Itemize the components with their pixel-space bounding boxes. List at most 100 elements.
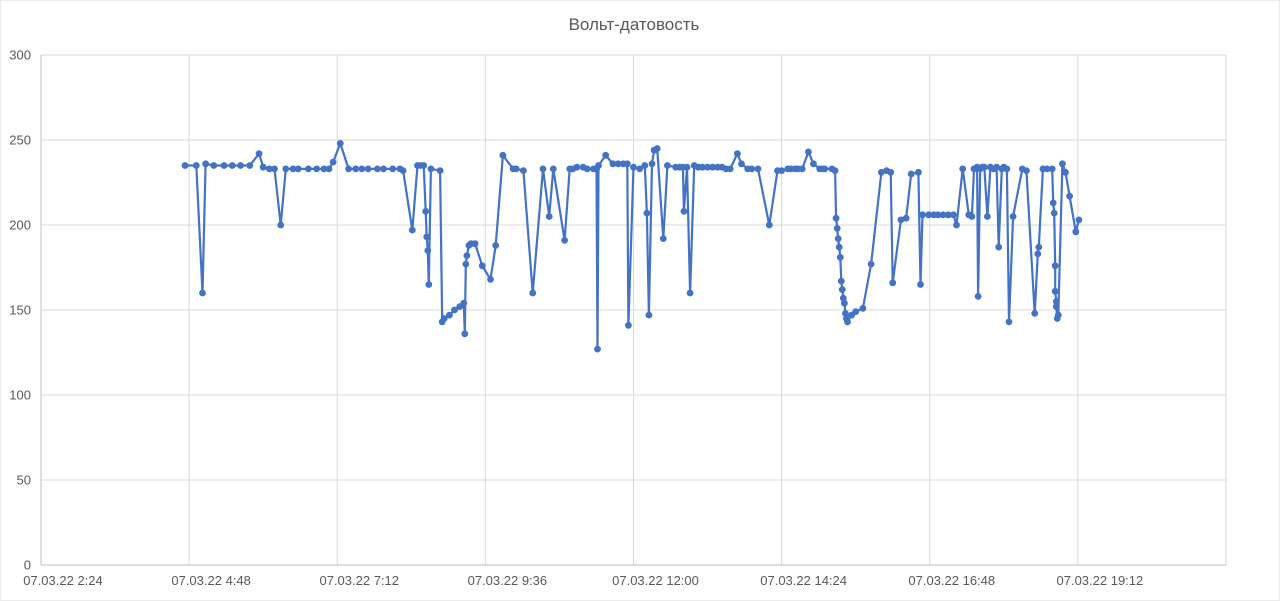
data-point-marker bbox=[266, 165, 273, 173]
data-point-marker bbox=[887, 168, 895, 176]
data-point-marker bbox=[636, 165, 644, 173]
data-point-marker bbox=[993, 163, 1000, 171]
y-axis-tick-labels: 0 50 100 150 200 250 300 bbox=[9, 48, 31, 573]
y-tick-label-250: 250 bbox=[9, 133, 31, 148]
data-point-marker bbox=[259, 163, 267, 171]
data-point-marker bbox=[699, 163, 706, 171]
data-point-marker bbox=[834, 235, 842, 243]
x-tick-label-5: 07.03.22 14:24 bbox=[760, 573, 847, 588]
data-point-marker bbox=[838, 286, 846, 293]
data-point-marker bbox=[561, 236, 568, 244]
data-point-marker bbox=[271, 165, 278, 173]
data-point-marker bbox=[917, 281, 924, 288]
data-point-marker bbox=[609, 160, 617, 168]
data-point-marker bbox=[1005, 318, 1013, 326]
data-point-marker bbox=[709, 163, 717, 171]
x-tick-label-3: 07.03.22 9:36 bbox=[468, 573, 548, 588]
data-point-marker bbox=[897, 216, 905, 224]
data-point-marker bbox=[313, 165, 321, 173]
data-point-marker bbox=[181, 162, 189, 169]
data-point-marker bbox=[220, 162, 228, 169]
x-tick-label-6: 07.03.22 16:48 bbox=[908, 573, 995, 588]
data-point-marker bbox=[836, 253, 844, 261]
data-point-marker bbox=[614, 160, 622, 168]
data-point-marker bbox=[545, 213, 553, 220]
data-point-marker bbox=[867, 260, 875, 268]
data-point-marker bbox=[944, 211, 952, 219]
data-point-marker bbox=[659, 235, 667, 243]
data-point-marker bbox=[974, 293, 982, 300]
data-point-marker bbox=[436, 167, 444, 175]
data-point-marker bbox=[1023, 167, 1030, 175]
data-point-marker bbox=[738, 160, 745, 168]
data-point-marker bbox=[844, 318, 851, 326]
data-point-marker bbox=[192, 162, 200, 169]
data-point-marker bbox=[573, 163, 581, 171]
data-point-marker bbox=[833, 225, 841, 232]
data-point-marker bbox=[602, 151, 610, 159]
data-point-marker bbox=[463, 252, 471, 259]
data-point-marker bbox=[919, 211, 926, 219]
data-point-marker bbox=[1003, 165, 1011, 173]
data-point-marker bbox=[529, 289, 537, 297]
data-point-marker bbox=[461, 330, 469, 338]
data-point-marker bbox=[889, 279, 897, 287]
data-point-marker bbox=[345, 165, 352, 173]
data-point-marker bbox=[726, 165, 734, 173]
data-point-marker bbox=[842, 310, 849, 317]
data-point-marker bbox=[1043, 165, 1051, 173]
data-point-marker bbox=[734, 150, 741, 158]
chart-title: Вольт-датовость bbox=[569, 15, 700, 34]
data-point-marker bbox=[487, 276, 494, 283]
data-point-marker bbox=[374, 165, 381, 173]
data-point-marker bbox=[630, 163, 637, 171]
data-point-marker bbox=[623, 160, 631, 168]
data-point-marker bbox=[595, 162, 602, 169]
data-point-marker bbox=[839, 294, 847, 302]
data-point-marker bbox=[1050, 209, 1058, 217]
y-tick-label-200: 200 bbox=[9, 218, 31, 233]
data-point-marker bbox=[329, 158, 337, 166]
data-point-marker bbox=[228, 162, 236, 169]
data-point-marker bbox=[246, 162, 254, 169]
data-point-marker bbox=[512, 165, 520, 173]
data-point-marker bbox=[460, 299, 468, 307]
data-point-marker bbox=[1051, 262, 1059, 270]
data-point-marker bbox=[451, 306, 458, 314]
data-point-marker bbox=[798, 165, 806, 173]
data-point-marker bbox=[408, 226, 416, 234]
data-point-marker bbox=[859, 304, 867, 312]
data-point-marker bbox=[643, 209, 651, 217]
series-line bbox=[183, 142, 1080, 351]
data-point-marker bbox=[1048, 165, 1056, 173]
data-point-marker bbox=[805, 148, 812, 156]
data-point-marker bbox=[950, 211, 957, 219]
x-tick-label-4: 07.03.22 12:00 bbox=[612, 573, 699, 588]
y-tick-label-300: 300 bbox=[9, 48, 31, 63]
data-point-marker bbox=[325, 165, 333, 173]
data-point-marker bbox=[422, 208, 430, 215]
data-point-marker bbox=[852, 308, 860, 316]
data-point-marker bbox=[648, 160, 656, 168]
data-point-marker bbox=[294, 165, 302, 173]
data-point-marker bbox=[625, 321, 632, 329]
data-point-marker bbox=[202, 160, 210, 168]
data-point-marker bbox=[440, 315, 448, 322]
data-point-marker bbox=[1052, 298, 1060, 305]
data-point-marker bbox=[754, 165, 762, 173]
data-point-marker bbox=[199, 289, 206, 297]
data-point-marker bbox=[210, 162, 218, 169]
data-point-marker bbox=[1072, 228, 1080, 236]
data-point-marker bbox=[549, 165, 557, 173]
vertical-gridlines bbox=[188, 55, 1227, 565]
data-point-marker bbox=[389, 165, 397, 173]
x-tick-label-1: 07.03.22 4:48 bbox=[171, 573, 251, 588]
data-point-marker bbox=[837, 277, 845, 285]
data-point-marker bbox=[594, 345, 601, 353]
data-point-marker bbox=[1062, 168, 1069, 176]
data-point-marker bbox=[352, 165, 360, 173]
data-point-marker bbox=[984, 213, 991, 220]
x-tick-label-2: 07.03.22 7:12 bbox=[319, 573, 399, 588]
data-point-marker bbox=[821, 165, 829, 173]
